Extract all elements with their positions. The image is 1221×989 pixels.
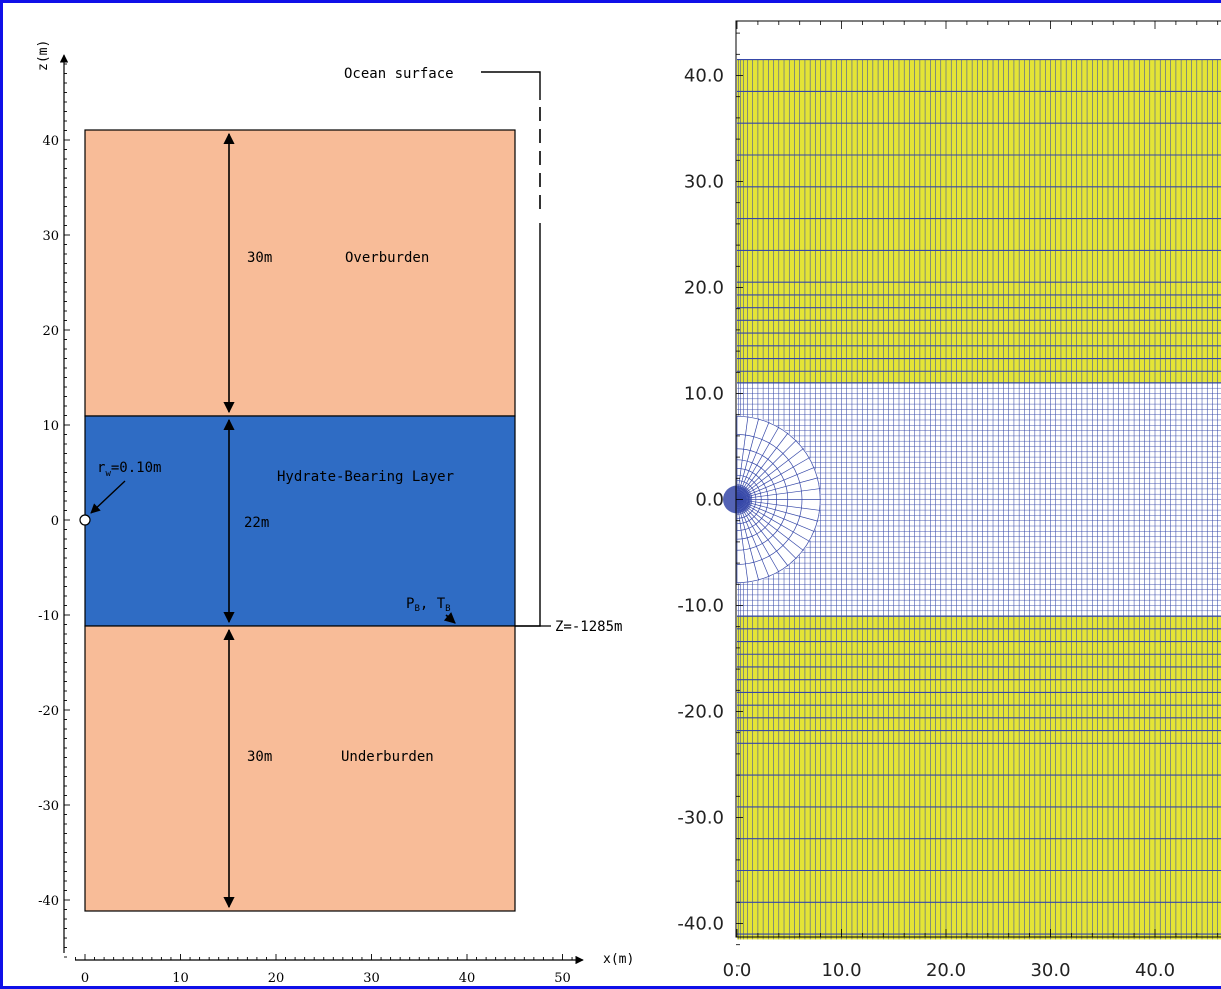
hydrate-thickness: 22m — [244, 515, 269, 531]
underburden-layer — [85, 626, 515, 911]
z-axis-minor-ticks — [64, 64, 70, 957]
x-axis-tick-label: 0 — [81, 971, 89, 986]
mesh-x-tick-label: 30.0 — [1030, 960, 1070, 981]
depth-bracket-line — [515, 223, 540, 626]
z-axis-tick-label: 0 — [51, 514, 59, 529]
mesh-y-tick-label: 40.0 — [684, 66, 724, 87]
z-axis-tick-label: -20 — [38, 704, 59, 719]
underburden-label: Underburden — [341, 749, 434, 765]
z-axis-label: z(m) — [36, 40, 51, 71]
mesh-x-tick-label: 10.0 — [821, 960, 861, 981]
z-axis-tick-label: -40 — [38, 894, 59, 909]
overburden-thickness: 30m — [247, 250, 272, 266]
x-axis-label: x(m) — [603, 952, 634, 967]
z-axis-tick-label: 40 — [42, 134, 59, 149]
right-mesh-plot: 40.030.020.010.00.0-10.0-20.0-30.0-40.0 … — [677, 21, 1221, 981]
hydrate-label: Hydrate-Bearing Layer — [277, 469, 454, 485]
x-axis-tick-label: 10 — [172, 971, 189, 986]
x-axis-minor-ticks — [75, 954, 572, 960]
z-axis-tick-label: 10 — [42, 419, 59, 434]
x-axis-tick-label: 50 — [554, 971, 571, 986]
mesh-x-tick-label: 20.0 — [926, 960, 966, 981]
mesh-x-tick-label: 0.0 — [723, 960, 752, 981]
mesh-y-tick-label: -40.0 — [677, 914, 724, 935]
x-axis-tick-label: 30 — [363, 971, 380, 986]
mesh-y-tick-label: 30.0 — [684, 172, 724, 193]
ocean-surface-label: Ocean surface — [344, 66, 454, 82]
figure-canvas: 40 30 20 10 0 -10 -20 -30 -40 z(m) 0 10 20 30 40 50 x… — [3, 3, 1221, 989]
hydrate-bearing-layer — [85, 416, 515, 626]
z-axis-tick-label: 30 — [42, 229, 59, 244]
z-axis-tick-labels: 40 30 20 10 0 -10 -20 -30 -40 — [38, 134, 59, 909]
overburden-layer — [85, 130, 515, 416]
x-axis-tick-labels: 0 10 20 30 40 50 — [81, 971, 571, 986]
depth-label: Z=-1285m — [555, 619, 622, 635]
left-schematic: 40 30 20 10 0 -10 -20 -30 -40 z(m) 0 10 20 30 40 50 x… — [36, 40, 634, 986]
mesh-y-tick-label: -30.0 — [677, 808, 724, 829]
mesh-bottom-zone — [737, 616, 1221, 939]
underburden-thickness: 30m — [247, 749, 272, 765]
overburden-label: Overburden — [345, 250, 429, 266]
z-axis-tick-label: 20 — [42, 324, 59, 339]
boundary-conditions-label: PB, TB — [406, 596, 451, 614]
mesh-y-tick-label: -10.0 — [677, 596, 724, 617]
wellbore-marker — [80, 515, 90, 525]
mesh-y-tick-label: -20.0 — [677, 702, 724, 723]
mesh-x-tick-label: 40.0 — [1135, 960, 1175, 981]
mesh-y-tick-label: 0.0 — [695, 490, 724, 511]
z-axis-tick-label: -30 — [38, 799, 59, 814]
ocean-surface-line — [481, 72, 540, 100]
z-axis-tick-label: -10 — [38, 609, 59, 624]
x-axis-tick-label: 40 — [459, 971, 476, 986]
x-axis-tick-label: 20 — [268, 971, 285, 986]
mesh-y-tick-label: 10.0 — [684, 384, 724, 405]
mesh-y-tick-label: 20.0 — [684, 278, 724, 299]
mesh-top-zone — [737, 60, 1221, 383]
